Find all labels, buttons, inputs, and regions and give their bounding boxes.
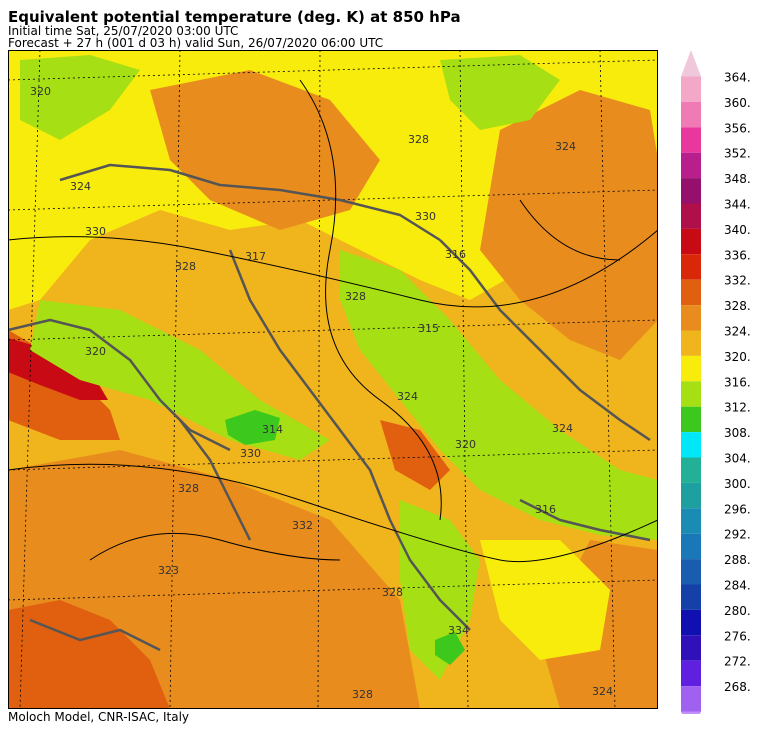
isoline-label: 324 (592, 685, 613, 698)
field-zone-northeast-orange (480, 90, 658, 360)
colorbar-swatch (681, 228, 701, 255)
colorbar-swatch (681, 279, 701, 306)
colorbar-swatch (681, 482, 701, 509)
isoline-label: 328 (382, 586, 403, 599)
contour-lines (8, 79, 658, 563)
colorbar-level-label: 340. (724, 223, 751, 237)
colorbar-swatch (681, 635, 701, 661)
colorbar-level-label: 324. (724, 325, 751, 339)
isoline-label: 330 (240, 447, 261, 460)
colorbar-swatch (681, 686, 701, 712)
colorbar-level-label: 304. (724, 452, 751, 466)
colorbar-swatch (681, 127, 701, 153)
field-zone-northeast-green (440, 55, 560, 130)
map-title: Equivalent potential temperature (deg. K… (8, 8, 461, 26)
isoline-label: 320 (85, 345, 106, 358)
model-credit: Moloch Model, CNR-ISAC, Italy (8, 710, 190, 724)
colorbar-level-label: 288. (724, 553, 751, 567)
isoline-label: 328 (345, 290, 366, 303)
colorbar-level-label: 308. (724, 426, 751, 440)
colorbar-bottom-arrow (681, 711, 701, 714)
colorbar-level-label: 296. (724, 502, 751, 516)
field-zone-west-red (8, 338, 108, 400)
field-zone-adriatic-orange (380, 420, 450, 490)
colorbar-swatch (681, 660, 701, 687)
colorbar: 364. 360. 356. 352. 348. 344. 340. 336. 332. 328.… (681, 50, 751, 714)
field-zone-north-green (20, 55, 140, 140)
colorbar-level-label: 332. (724, 274, 751, 288)
colorbar-swatch (681, 432, 701, 458)
colorbar-swatch (681, 178, 701, 204)
colorbar-level-label: 280. (724, 604, 751, 618)
colorbar-level-label: 352. (724, 147, 751, 161)
colorbar-top-arrow (681, 50, 701, 77)
colorbar-level-label: 276. (724, 629, 751, 643)
isoline-label: 324 (70, 180, 91, 193)
colorbar-level-label: 336. (724, 248, 751, 262)
isoline-label: 314 (262, 423, 283, 436)
colorbar-level-label: 300. (724, 477, 751, 491)
field-zone-central-orange (150, 70, 380, 230)
isoline-label: 328 (408, 133, 429, 146)
isoline-label: 330 (85, 225, 106, 238)
isoline-label: 316 (535, 503, 556, 516)
isoline-label: 320 (30, 85, 51, 98)
coastlines (8, 163, 651, 652)
colorbar-level-label: 348. (724, 172, 751, 186)
theta-e-map: 320 324 330 328 317 328 328 324 330 316 315 320 324 3… (8, 50, 658, 709)
colorbar-level-label: 272. (724, 655, 751, 669)
colorbar-swatch (681, 76, 701, 102)
colorbar-level-label: 364. (724, 71, 751, 85)
field-zone-south-green (400, 500, 480, 680)
isoline-label: 334 (448, 624, 469, 637)
isoline-label: 324 (397, 390, 418, 403)
field-zone-adriatic-green (340, 250, 658, 540)
colorbar-level-label: 316. (724, 375, 751, 389)
forecast-valid-time: Forecast + 27 h (001 d 03 h) valid Sun, … (8, 36, 384, 50)
isoline-label: 324 (552, 422, 573, 435)
colorbar-level-label: 328. (724, 299, 751, 313)
isoline-label: 332 (292, 519, 313, 532)
field-zone-south-core-green (435, 632, 465, 665)
isoline-label: 324 (555, 140, 576, 153)
isoline-label: 328 (178, 482, 199, 495)
colorbar-swatch (681, 457, 701, 483)
colorbar-swatch (681, 355, 701, 382)
isoline-label: 315 (418, 322, 439, 335)
colorbar-level-label: 292. (724, 528, 751, 542)
colorbar-level-label: 320. (724, 350, 751, 364)
colorbar-swatch (681, 533, 701, 560)
colorbar-swatch (681, 406, 701, 433)
colorbar-swatch (681, 508, 701, 534)
isoline-label: 316 (445, 248, 466, 261)
colorbar-swatch (681, 381, 701, 407)
colorbar-swatch (681, 203, 701, 229)
colorbar-swatch (681, 559, 701, 585)
isoline-labels: 320 324 330 328 317 328 328 324 330 316 315 320 324 3… (30, 85, 613, 701)
field-zone-south-yellow (480, 540, 610, 660)
colorbar-swatch (681, 305, 701, 331)
colorbar-swatch (681, 609, 701, 636)
initial-time: Initial time Sat, 25/07/2020 03:00 UTC (8, 24, 239, 38)
colorbar-swatch (681, 101, 701, 128)
colorbar-swatch (681, 152, 701, 179)
isoline-label: 330 (415, 210, 436, 223)
isoline-label: 328 (175, 260, 196, 273)
field-zone-core-green (225, 410, 280, 445)
colorbar-level-label: 360. (724, 96, 751, 110)
colorbar-level-label: 344. (724, 198, 751, 212)
colorbar-level-label: 268. (724, 680, 751, 694)
colorbar-level-label: 356. (724, 121, 751, 135)
colorbar-swatch (681, 584, 701, 610)
isoline-label: 328 (352, 688, 373, 701)
colorbar-level-label: 284. (724, 579, 751, 593)
colorbar-swatch (681, 330, 701, 356)
isoline-label: 323 (158, 564, 179, 577)
isoline-label: 320 (455, 438, 476, 451)
colorbar-swatch (681, 254, 701, 280)
colorbar-level-label: 312. (724, 401, 751, 415)
isoline-label: 317 (245, 250, 266, 263)
